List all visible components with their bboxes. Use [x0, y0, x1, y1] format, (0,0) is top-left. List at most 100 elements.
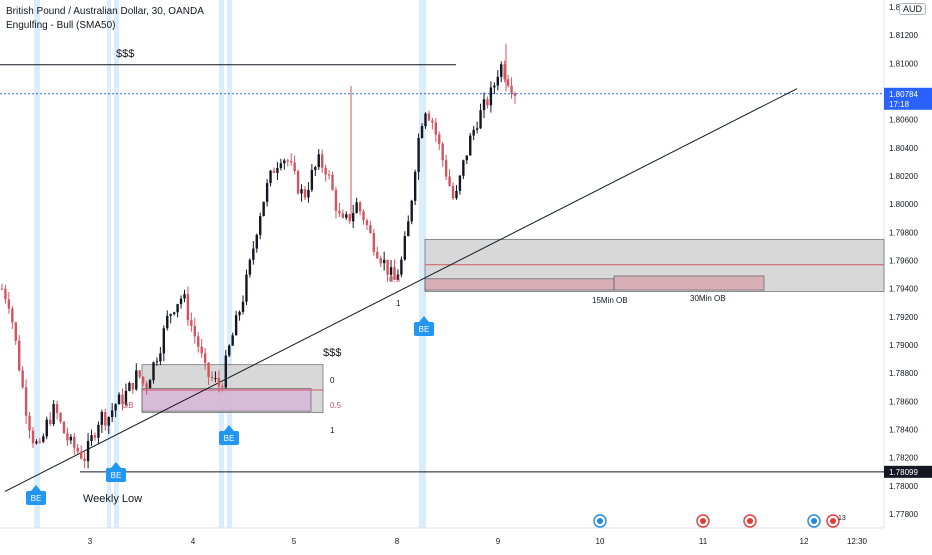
be-badge-label: BE [419, 325, 430, 334]
lower-purple-box [141, 388, 312, 412]
candle-body [369, 225, 372, 234]
candle-body [234, 315, 238, 336]
candle-body [221, 386, 224, 388]
candle-body [513, 93, 517, 96]
lower-ob-label: OB [122, 401, 134, 410]
price-axis-tick: 1.78600 [889, 397, 918, 406]
candle-body [382, 259, 386, 264]
candle-body [300, 189, 303, 194]
candle-body [389, 267, 393, 275]
price-axis-tick: 1.81000 [889, 59, 918, 68]
candle-body [83, 458, 86, 462]
candle-body [393, 267, 396, 280]
ob-30min-label: 30Min OB [690, 294, 726, 303]
candle-body [169, 314, 172, 316]
candle-body [290, 161, 293, 163]
economic-event-flag [747, 518, 753, 524]
candle-body [11, 308, 14, 323]
be-badge-pointer [419, 316, 429, 322]
weekly-low-label: Weekly Low [83, 493, 142, 505]
candle-body [45, 419, 48, 437]
candle-body [79, 451, 83, 459]
candle-body [69, 436, 73, 441]
price-axis-tick: 1.79800 [889, 228, 918, 237]
candle-body [272, 170, 276, 173]
candle-body [386, 259, 389, 275]
event-count: 13 [838, 515, 846, 522]
candle-body [166, 315, 169, 329]
candle-body [493, 85, 496, 88]
session-highlight-band [219, 0, 224, 528]
candle-body [259, 216, 262, 235]
candle-body [482, 99, 486, 111]
candle-body [465, 155, 468, 161]
candle-body [121, 394, 124, 405]
candle-body [486, 99, 489, 106]
candle-body [345, 214, 348, 218]
upper-fib-1-label: 1 [396, 299, 401, 308]
candle-body [107, 417, 110, 426]
time-axis-tick: 10 [596, 537, 605, 546]
candle-body [76, 447, 79, 452]
candle-body [510, 85, 513, 94]
candle-body [18, 340, 21, 371]
candle-body [434, 122, 438, 135]
candle-body [286, 160, 289, 162]
candle-body [49, 419, 52, 425]
15min-ob-box [424, 278, 615, 291]
time-axis-tick: 11 [699, 537, 708, 546]
candle-body [489, 87, 493, 106]
candle-body [159, 353, 162, 362]
candle-body [269, 170, 272, 184]
candle-body [296, 171, 300, 194]
candle-body [155, 361, 159, 363]
economic-event-flag [830, 518, 836, 524]
be-badge [414, 322, 434, 336]
symbol-title[interactable]: British Pound / Australian Dollar, 30, O… [6, 6, 204, 17]
candle-body [138, 370, 141, 377]
candle-body [172, 312, 176, 315]
session-highlight-band [227, 0, 232, 528]
candle-body [314, 167, 317, 171]
candle-body [224, 355, 227, 388]
candle-body [0, 288, 4, 290]
candle-body [104, 412, 107, 426]
candle-body [186, 294, 190, 321]
candle-body [217, 378, 221, 387]
candle-body [141, 376, 145, 384]
be-badge-label: BE [224, 434, 235, 443]
candle-body [114, 404, 117, 411]
candle-body [66, 433, 69, 441]
candle-body [4, 288, 7, 300]
candle-body [262, 201, 265, 217]
candle-body [148, 380, 152, 389]
candle-body [351, 213, 355, 222]
candle-body [24, 387, 28, 416]
candle-body [100, 412, 104, 425]
currency-badge[interactable]: AUD [898, 3, 926, 15]
candle-body [407, 221, 410, 237]
be-badge [219, 431, 239, 445]
candle-body [448, 176, 451, 186]
candle-body [472, 129, 475, 136]
candle-body [372, 233, 376, 252]
candle-body [410, 200, 413, 222]
candle-body [14, 322, 17, 341]
candle-body [203, 353, 207, 363]
candle-body [128, 382, 131, 391]
30min-ob-box [613, 275, 765, 291]
liquidity-mid-label: $$$ [323, 347, 341, 359]
legend: British Pound / Australian Dollar, 30, O… [6, 5, 204, 33]
candle-body [190, 320, 193, 326]
candle-body [55, 404, 59, 413]
candle-body [179, 298, 183, 305]
candle-body [327, 174, 331, 176]
economic-event-flag [700, 518, 706, 524]
time-axis-tick: 12:30 [847, 537, 868, 546]
candle-body [7, 299, 11, 309]
indicator-label[interactable]: Engulfing - Bull (SMA50) [6, 20, 116, 31]
candle-body [451, 185, 455, 199]
candle-body [241, 301, 245, 312]
